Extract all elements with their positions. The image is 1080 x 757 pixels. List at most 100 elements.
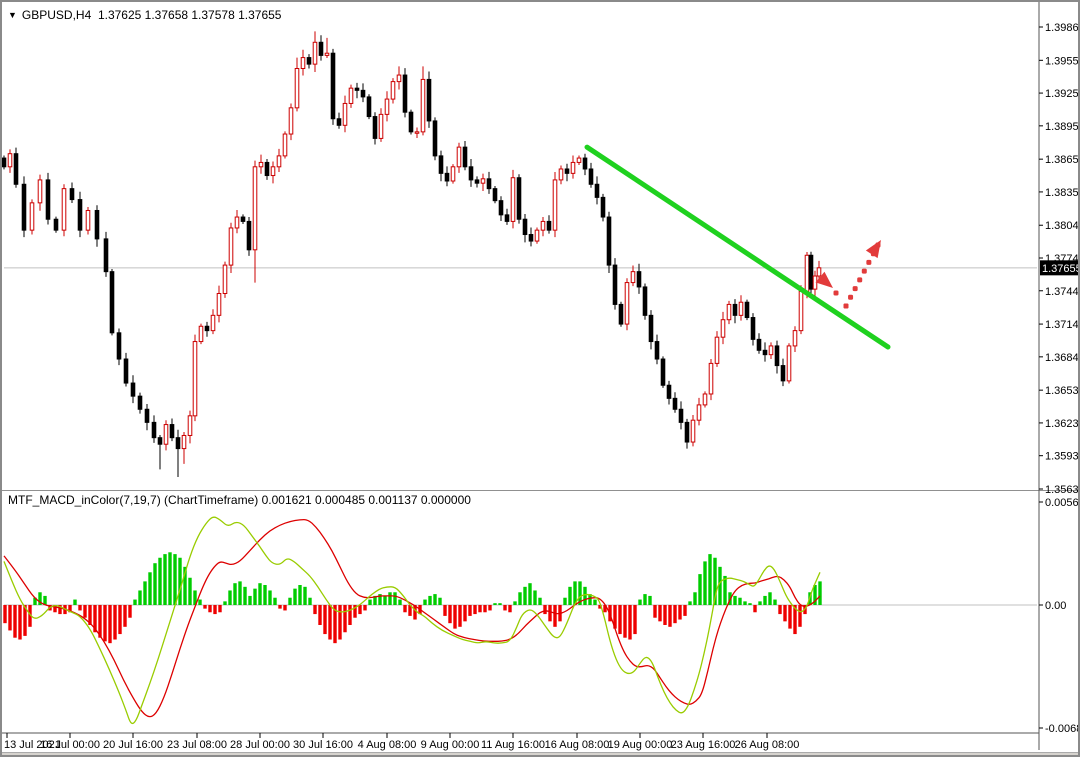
macd-histogram-bar (228, 590, 232, 605)
price-axis[interactable] (1038, 2, 1078, 732)
price-axis-label: 1.39555 (1045, 55, 1078, 67)
candle (690, 414, 696, 447)
candle-body (726, 303, 732, 321)
current-price-tag: 1.37655 (1040, 260, 1078, 276)
candle-body (85, 209, 91, 231)
candle (240, 214, 246, 225)
candle (77, 191, 83, 238)
candle-body (762, 349, 768, 356)
candle (558, 165, 564, 185)
candle-body (222, 264, 228, 294)
candle-body (660, 358, 666, 386)
macd-histogram-bar (278, 605, 282, 609)
candle (624, 278, 630, 331)
macd-histogram-bar (583, 586, 587, 605)
candle-body (636, 271, 642, 288)
macd-histogram-bar (528, 583, 532, 605)
candle (420, 66, 426, 136)
macd-histogram-bar (193, 590, 197, 605)
macd-histogram-bar (573, 581, 577, 605)
time-axis-label: 23 Aug 16:00 (671, 739, 736, 751)
macd-histogram-bar (598, 605, 602, 609)
arrow-dot (861, 268, 867, 274)
macd-histogram-bar (683, 605, 687, 616)
price-axis-label: 1.35935 (1045, 451, 1078, 463)
candle (780, 358, 786, 387)
macd-histogram-bar (88, 605, 92, 625)
price-axis-label: 1.36535 (1045, 385, 1078, 397)
macd-histogram-bar (128, 605, 132, 618)
macd-histogram-bar (8, 605, 12, 631)
signal-line (3, 518, 821, 718)
main-price-panel (2, 31, 1037, 477)
candle-body (282, 133, 288, 157)
candle-body (240, 216, 246, 222)
indicator-panel[interactable] (2, 492, 1037, 732)
candle-body (708, 362, 714, 395)
macd-histogram-bar (458, 605, 462, 627)
candle-body (175, 437, 181, 450)
macd-histogram-bar (548, 605, 552, 622)
main-chart-panel[interactable] (2, 2, 1037, 490)
candle-body (109, 271, 115, 334)
macd-histogram-bar (68, 605, 72, 613)
macd-histogram-bar (713, 557, 717, 605)
candle-body (540, 220, 546, 231)
macd-histogram-bar (358, 605, 362, 615)
candle-body (103, 238, 109, 273)
macd-histogram-bar (38, 592, 42, 605)
candle-body (774, 345, 780, 367)
candle-body (672, 397, 678, 410)
trendline[interactable] (584, 144, 891, 350)
projection-arrow[interactable] (815, 236, 886, 309)
macd-histogram-bar (188, 577, 192, 605)
candle-body (558, 168, 564, 181)
candle-body (169, 424, 175, 439)
candle-body (642, 286, 648, 316)
time-axis-label: 20 Jul 16:00 (103, 739, 163, 751)
candle-body (187, 415, 193, 436)
symbol-marker-icon[interactable]: ▼ (8, 10, 17, 20)
time-axis[interactable] (2, 733, 1037, 753)
candle (378, 108, 384, 142)
macd-histogram-bar (488, 605, 492, 611)
candle (720, 311, 726, 345)
macd-histogram-bar (378, 594, 382, 605)
candlestick-series (2, 31, 822, 477)
candle-body (288, 107, 294, 135)
candle-body (696, 404, 702, 421)
candle-body (426, 78, 432, 122)
macd-histogram-bar (103, 605, 107, 642)
macd-histogram-bar (113, 605, 117, 640)
candle-body (678, 408, 684, 423)
candle (564, 163, 570, 182)
macd-histogram-bar (778, 605, 782, 615)
macd-histogram-bar (273, 597, 277, 605)
ohlc-values: 1.37625 1.37658 1.37578 1.37655 (97, 8, 282, 22)
candle (163, 420, 169, 451)
candle-body (702, 393, 708, 406)
candle-body (624, 282, 630, 325)
macd-histogram-bar (223, 601, 227, 605)
candle (594, 176, 600, 205)
macd-histogram-bar (538, 597, 542, 605)
candle-body (594, 183, 600, 198)
candle (702, 391, 708, 408)
time-axis-label: 16 Aug 08:00 (545, 739, 610, 751)
macd-histogram-bar (98, 605, 102, 638)
macd-histogram-bar (768, 592, 772, 605)
candle (480, 173, 486, 192)
candle (137, 392, 143, 414)
macd-histogram-bar (243, 586, 247, 605)
candle (264, 158, 270, 180)
macd-histogram-bar (788, 605, 792, 629)
candle (696, 397, 702, 426)
candle-body (216, 292, 222, 316)
candle-body (612, 264, 618, 305)
macd-histogram-bar (108, 605, 112, 644)
candle-body (270, 166, 276, 177)
macd-histogram-bar (203, 605, 207, 609)
candle (94, 205, 100, 247)
candle-body (192, 341, 198, 417)
